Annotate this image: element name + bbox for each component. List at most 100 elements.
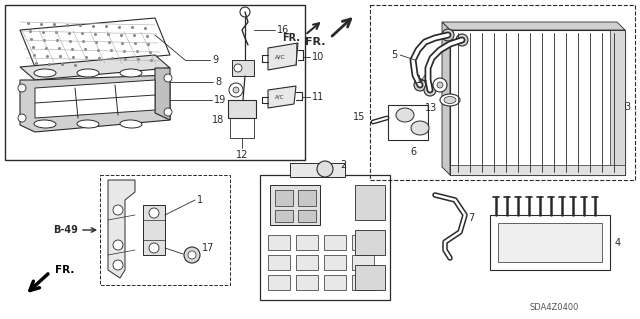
Circle shape xyxy=(164,108,172,116)
Polygon shape xyxy=(35,80,155,118)
Polygon shape xyxy=(268,43,298,70)
Text: A/C: A/C xyxy=(275,94,285,100)
Circle shape xyxy=(442,29,454,41)
Bar xyxy=(352,235,374,250)
Text: 10: 10 xyxy=(312,52,324,62)
Bar xyxy=(232,60,254,76)
Circle shape xyxy=(317,161,333,177)
Bar xyxy=(498,223,602,262)
Circle shape xyxy=(433,78,447,92)
Polygon shape xyxy=(108,180,135,278)
Ellipse shape xyxy=(396,108,414,122)
Circle shape xyxy=(113,205,123,215)
Circle shape xyxy=(188,251,196,259)
Bar xyxy=(296,275,318,290)
Ellipse shape xyxy=(120,69,142,77)
Bar xyxy=(450,30,625,175)
Bar xyxy=(5,5,305,160)
Circle shape xyxy=(234,64,242,72)
Text: A/C: A/C xyxy=(275,55,285,60)
Text: 6: 6 xyxy=(410,147,416,157)
Ellipse shape xyxy=(411,121,429,135)
Bar xyxy=(370,5,635,180)
Circle shape xyxy=(229,83,243,97)
Text: 17: 17 xyxy=(202,243,214,253)
Circle shape xyxy=(414,79,426,91)
Circle shape xyxy=(437,82,443,88)
Bar xyxy=(355,185,385,220)
Bar xyxy=(490,215,610,270)
Bar xyxy=(290,163,345,177)
Text: 9: 9 xyxy=(212,55,218,65)
Bar xyxy=(270,185,320,225)
Circle shape xyxy=(18,114,26,122)
Bar xyxy=(324,235,346,250)
Bar xyxy=(355,230,385,255)
Text: 8: 8 xyxy=(215,77,221,87)
Ellipse shape xyxy=(440,94,460,106)
Circle shape xyxy=(184,247,200,263)
Bar xyxy=(275,210,293,222)
Text: 19: 19 xyxy=(214,95,227,105)
Circle shape xyxy=(456,34,468,46)
Bar xyxy=(298,190,316,206)
Text: FR.: FR. xyxy=(282,33,300,43)
Ellipse shape xyxy=(34,69,56,77)
Bar xyxy=(268,255,290,270)
Text: 3: 3 xyxy=(624,102,630,113)
Bar xyxy=(388,105,428,140)
Circle shape xyxy=(233,87,239,93)
Text: B-49: B-49 xyxy=(53,225,78,235)
Circle shape xyxy=(113,260,123,270)
Bar xyxy=(355,265,385,290)
Polygon shape xyxy=(442,22,450,175)
Ellipse shape xyxy=(444,97,456,103)
Circle shape xyxy=(240,7,250,17)
Ellipse shape xyxy=(34,120,56,128)
Bar xyxy=(324,275,346,290)
Bar xyxy=(324,255,346,270)
Bar xyxy=(352,255,374,270)
Ellipse shape xyxy=(77,120,99,128)
Ellipse shape xyxy=(77,69,99,77)
Polygon shape xyxy=(20,55,170,80)
Text: 16: 16 xyxy=(277,25,289,35)
Text: FR.: FR. xyxy=(55,265,74,275)
Circle shape xyxy=(149,243,159,253)
Bar xyxy=(100,175,230,285)
Polygon shape xyxy=(143,205,165,255)
Circle shape xyxy=(424,84,436,96)
Text: FR.: FR. xyxy=(305,37,326,47)
Bar xyxy=(610,30,625,175)
Bar xyxy=(275,190,293,206)
Text: 4: 4 xyxy=(615,238,621,248)
Bar xyxy=(296,235,318,250)
Text: 7: 7 xyxy=(468,213,474,223)
Polygon shape xyxy=(442,22,625,30)
Text: 12: 12 xyxy=(236,150,248,160)
Text: SDA4Z0400: SDA4Z0400 xyxy=(530,303,579,313)
Bar xyxy=(268,275,290,290)
Bar xyxy=(298,210,316,222)
Text: 2: 2 xyxy=(340,160,346,170)
Polygon shape xyxy=(155,68,170,120)
Bar xyxy=(260,175,390,300)
Text: 1: 1 xyxy=(197,195,203,205)
Bar xyxy=(228,100,256,118)
Text: 5: 5 xyxy=(391,50,397,60)
Bar xyxy=(352,275,374,290)
Bar xyxy=(296,255,318,270)
Polygon shape xyxy=(20,75,170,132)
Bar xyxy=(268,235,290,250)
Text: 11: 11 xyxy=(312,92,324,102)
Text: 13: 13 xyxy=(425,103,437,113)
Circle shape xyxy=(113,240,123,250)
Text: 18: 18 xyxy=(212,115,224,125)
Circle shape xyxy=(18,84,26,92)
Ellipse shape xyxy=(120,120,142,128)
Polygon shape xyxy=(268,86,296,108)
Text: 15: 15 xyxy=(353,112,365,122)
Text: 14: 14 xyxy=(416,75,428,85)
Circle shape xyxy=(234,105,242,113)
Bar xyxy=(450,165,625,175)
